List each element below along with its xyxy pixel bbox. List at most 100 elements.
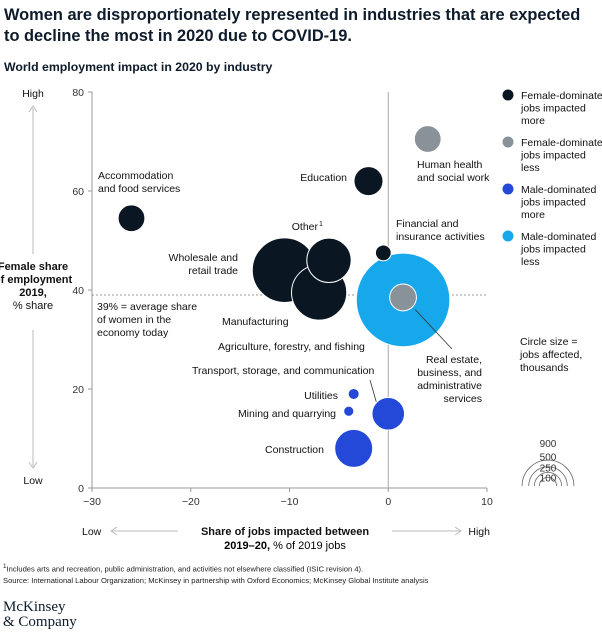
legend-dot-fem_less <box>502 136 514 148</box>
x-arrowhead-left <box>110 526 118 536</box>
legend-dot-male_less <box>502 230 514 242</box>
legend-dot-male_more <box>502 183 514 195</box>
footnote: 1Includes arts and recreation, public ad… <box>3 561 599 586</box>
legend-label: Female-dominated <box>521 90 602 102</box>
bubble-education <box>353 166 384 197</box>
axes: −30 −20 −10 0 10 0 20 40 60 80 High Low Female share… <box>0 87 493 552</box>
size-legend-arc <box>538 476 558 487</box>
legend-label: less <box>521 162 540 174</box>
footnote-line-1: 1Includes arts and recreation, public ad… <box>3 561 599 575</box>
y-tick-label: 0 <box>78 483 84 495</box>
bubble-label: Transport, storage, and communication <box>192 365 374 377</box>
legend-label: Male-dominated <box>521 184 596 196</box>
bubble-label: Accommodation <box>98 170 173 182</box>
bubble-mining-and-quarrying <box>343 405 355 417</box>
bubble-construction <box>334 428 374 468</box>
bubble-label-sup: 1 <box>319 221 323 228</box>
bubble-label: Manufacturing <box>222 316 289 328</box>
bubble-label: services <box>443 393 482 405</box>
bubble-label: Construction <box>265 444 324 456</box>
bubble-label: administrative <box>417 380 482 392</box>
logo-line-2: & Company <box>3 614 77 630</box>
bubble-label: Human health <box>417 159 483 171</box>
y-axis-title: 2019, <box>19 287 47 299</box>
legend-label: Male-dominated <box>521 231 596 243</box>
bubble-label: Financial and <box>396 218 459 230</box>
reference-line-label: of women in the <box>97 314 171 326</box>
transport-leader-line <box>369 379 377 402</box>
y-axis-high-label: High <box>22 88 44 100</box>
legend-label: jobs impacted <box>520 197 586 209</box>
bubbles <box>117 125 451 468</box>
x-axis-title: Share of jobs impacted between <box>201 526 369 538</box>
x-axis-high-label: High <box>468 526 490 538</box>
y-axis-low-label: Low <box>23 475 43 487</box>
bubble-transport-storage-and-communication <box>371 396 406 431</box>
bubble-label: insurance activities <box>396 231 485 243</box>
x-tick-label: −10 <box>281 496 299 508</box>
bubble-label: and social work <box>417 172 490 184</box>
size-legend-arc <box>533 471 563 487</box>
mckinsey-logo: McKinsey & Company <box>3 600 77 630</box>
y-tick-label: 80 <box>72 87 84 99</box>
legend-label: jobs impacted <box>520 103 586 115</box>
footnote-sup: 1 <box>3 563 7 570</box>
legend-label: jobs impacted <box>520 150 586 162</box>
bubble-human-health-and-social-work <box>413 125 442 153</box>
y-tick-label: 60 <box>72 186 84 198</box>
legend-label: jobs impacted <box>520 244 586 256</box>
bubble-label: retail trade <box>188 265 238 277</box>
size-legend-title: Circle size = <box>520 336 577 348</box>
chart-subtitle: World employment impact in 2020 by indus… <box>4 60 273 74</box>
bubble-financial-and-insurance-activities <box>374 244 392 262</box>
x-axis-title-line2: 2019–20, % of 2019 jobs <box>224 540 346 552</box>
bubble-label: Wholesale and <box>169 252 239 264</box>
bubble-other <box>306 237 352 283</box>
footnote-text: Includes arts and recreation, public adm… <box>6 564 364 574</box>
bubble-accommodation-and-food-services <box>117 204 146 233</box>
y-axis-unit: % share <box>13 300 53 312</box>
size-legend-arc <box>521 459 575 487</box>
size-legend-title: jobs affected, <box>519 349 582 361</box>
size-legend-value: 250 <box>540 464 557 475</box>
source-line: Source: International Labour Organizatio… <box>3 575 429 585</box>
size-legend-value: 100 <box>540 474 557 485</box>
logo-line-1: McKinsey <box>3 599 66 615</box>
y-tick-label: 20 <box>72 384 84 396</box>
x-tick-label: 0 <box>385 496 391 508</box>
y-axis-title: of employment <box>0 274 72 286</box>
legend-label: more <box>521 115 545 127</box>
y-arrowhead-down <box>28 461 38 469</box>
size-legend-value: 900 <box>540 439 557 450</box>
legend-label: less <box>521 256 540 268</box>
bubble-real-estate-business-and-administrative-services <box>389 283 417 312</box>
legend-dot-fem_more <box>502 89 514 101</box>
bubble-label: Real estate, <box>426 354 482 366</box>
y-axis-title: Female share <box>0 261 68 273</box>
bubble-label: Agriculture, forestry, and fishing <box>218 341 365 353</box>
bubble-label: and food services <box>98 183 180 195</box>
reference-line-label: 39% = average share <box>97 301 197 313</box>
x-tick-label: −30 <box>83 496 101 508</box>
size-legend-arc <box>528 466 568 487</box>
size-legend-title: thousands <box>520 362 568 374</box>
y-tick-label: 40 <box>72 285 84 297</box>
x-tick-label: 10 <box>481 496 493 508</box>
reference-line-label: economy today <box>97 327 169 339</box>
bubble-label: Education <box>300 172 347 184</box>
x-tick-label: −20 <box>182 496 200 508</box>
legend-label: more <box>521 209 545 221</box>
size-legend-value: 500 <box>540 452 557 463</box>
chart-title: Women are disproportionately represented… <box>4 6 581 45</box>
bubble-utilities <box>347 387 360 400</box>
real-estate-leader-line <box>414 309 453 350</box>
x-arrowhead-right <box>454 526 462 536</box>
legend-label: Female-dominated <box>521 137 602 149</box>
y-arrowhead-up <box>28 105 38 113</box>
bubble-label: business, and <box>417 367 482 379</box>
x-axis-low-label: Low <box>82 526 102 538</box>
bubble-label: Utilities <box>304 390 338 402</box>
